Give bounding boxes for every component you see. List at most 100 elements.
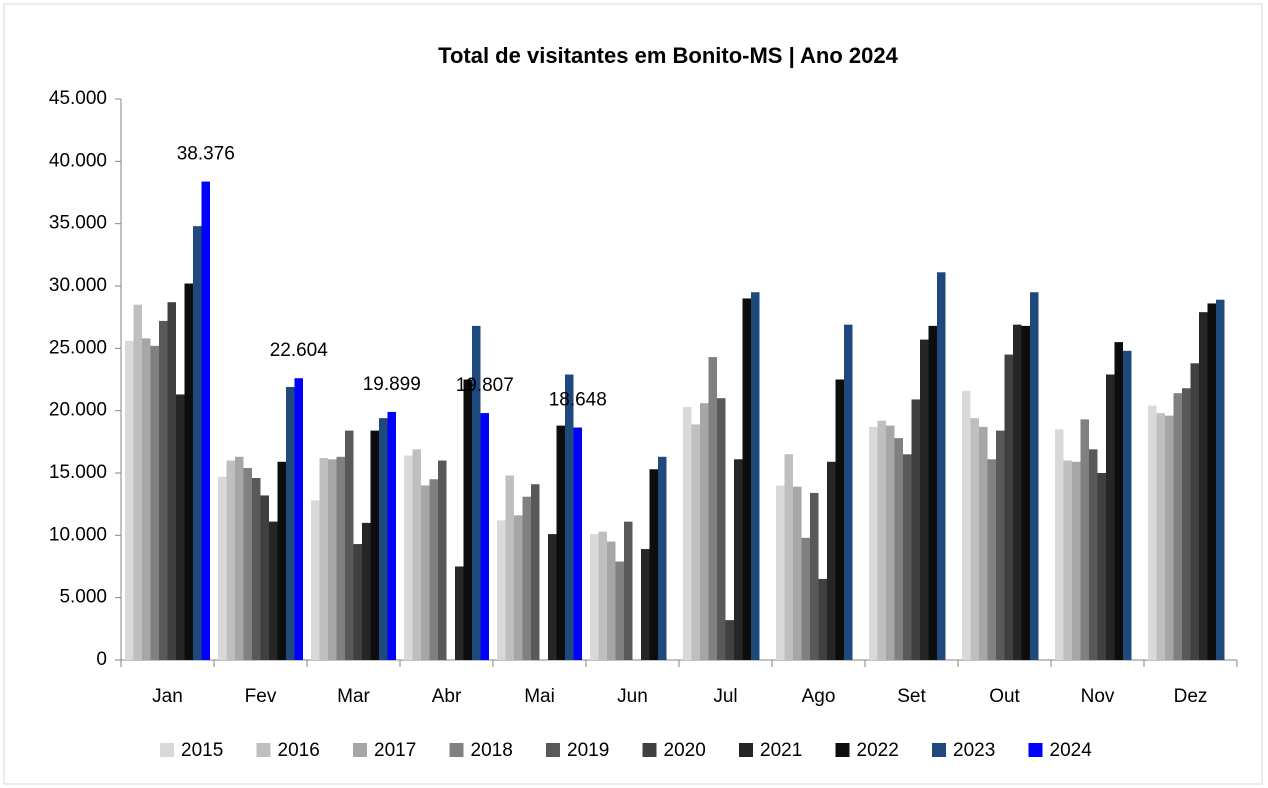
bar: [1106, 374, 1115, 660]
bar: [463, 379, 472, 660]
bar: [531, 484, 540, 660]
bar: [345, 430, 354, 660]
bar: [226, 460, 235, 660]
bar: [844, 324, 853, 660]
bar: [159, 320, 168, 660]
bar: [133, 304, 142, 660]
legend-swatch: [449, 743, 464, 757]
x-tick-label: Set: [897, 686, 926, 707]
bar: [1013, 324, 1022, 660]
bar: [269, 521, 278, 660]
bar: [683, 406, 692, 660]
y-tick-label: 0: [96, 649, 107, 670]
bar: [894, 438, 903, 660]
x-tick-label: Nov: [1081, 686, 1115, 707]
x-tick-label: Jan: [152, 686, 183, 707]
legend-label: 2022: [857, 740, 899, 761]
legend-label: 2021: [760, 740, 802, 761]
x-tick-label: Jun: [617, 686, 648, 707]
bar: [970, 418, 979, 660]
bar: [700, 403, 709, 660]
legend-label: 2020: [664, 740, 706, 761]
bar: [1190, 363, 1199, 660]
bar: [920, 339, 929, 660]
bar: [218, 476, 227, 660]
data-label: 18.648: [549, 390, 607, 411]
bar: [370, 430, 379, 660]
bar: [336, 456, 345, 660]
bar: [641, 549, 650, 660]
bar: [455, 566, 464, 660]
bar: [514, 515, 523, 660]
y-tick-label: 35.000: [49, 213, 107, 234]
bar: [421, 485, 430, 660]
bar: [353, 544, 362, 660]
bar: [793, 486, 802, 660]
bar: [319, 458, 328, 660]
bar: [505, 475, 514, 660]
bar: [522, 496, 531, 660]
bar: [649, 469, 658, 660]
legend-swatch: [739, 743, 753, 757]
x-tick-label: Mar: [337, 686, 370, 707]
legend-swatch: [160, 743, 174, 757]
bar: [615, 561, 624, 660]
y-tick-label: 20.000: [49, 400, 107, 421]
bar: [869, 426, 878, 660]
bar: [548, 534, 557, 660]
bar: [962, 390, 971, 660]
bar: [243, 468, 252, 660]
bar: [150, 345, 159, 660]
bar: [691, 424, 700, 660]
bar: [277, 461, 286, 660]
bar: [1165, 415, 1174, 660]
bar: [125, 340, 134, 660]
bar: [472, 325, 481, 660]
bar: [776, 485, 785, 660]
bar: [1148, 405, 1157, 660]
bar: [167, 302, 176, 660]
bar: [201, 181, 210, 660]
bar: [1072, 461, 1081, 660]
legend-swatch: [546, 743, 560, 757]
bar: [717, 398, 726, 660]
x-tick-label: Abr: [432, 686, 462, 707]
data-label: 38.376: [177, 144, 235, 165]
bar: [903, 454, 912, 660]
bar: [1216, 299, 1225, 660]
bar: [404, 455, 413, 660]
bar: [252, 477, 261, 660]
bar: [801, 537, 810, 660]
data-label: 22.604: [270, 340, 329, 361]
bar: [328, 459, 337, 660]
bar: [827, 461, 836, 660]
x-tick-label: Ago: [802, 686, 836, 707]
bar: [979, 426, 988, 660]
bar: [497, 520, 506, 660]
bar: [1055, 429, 1064, 660]
bar: [1199, 312, 1208, 660]
bar: [176, 394, 185, 660]
legend-label: 2024: [1050, 740, 1093, 761]
bar: [835, 379, 844, 660]
bar: [658, 456, 667, 660]
legend-label: 2023: [953, 740, 995, 761]
bar: [142, 338, 151, 660]
bar: [607, 541, 616, 660]
bar: [1207, 303, 1216, 660]
y-tick-label: 5.000: [59, 587, 107, 608]
data-label: 19.807: [456, 375, 514, 396]
bar: [286, 386, 295, 660]
y-tick-label: 25.000: [49, 337, 107, 358]
bar: [1030, 292, 1039, 660]
bar: [294, 378, 303, 660]
bar: [928, 325, 937, 660]
bar: [742, 298, 751, 660]
data-label: 19.899: [363, 374, 421, 395]
bar: [1063, 460, 1072, 660]
bar: [996, 430, 1005, 660]
bar: [1097, 473, 1106, 660]
bar: [751, 292, 760, 660]
legend-label: 2019: [567, 740, 609, 761]
